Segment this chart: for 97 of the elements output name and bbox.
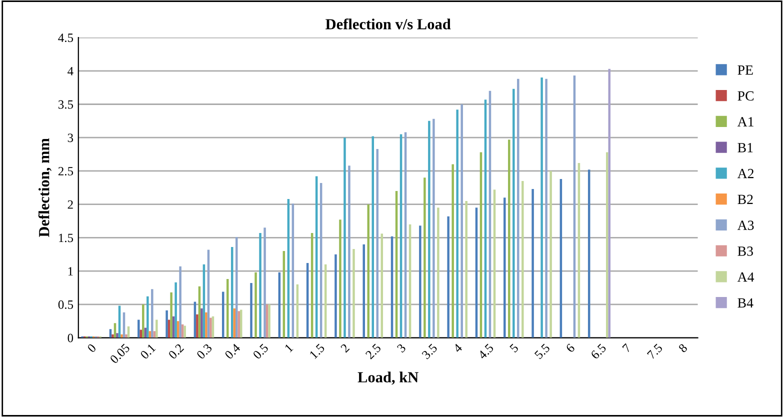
bar bbox=[120, 334, 123, 338]
y-tick-label: 1.5 bbox=[59, 234, 74, 242]
legend-label: PE bbox=[738, 66, 753, 75]
bar bbox=[179, 266, 182, 338]
bar bbox=[424, 178, 426, 338]
legend-label: B1 bbox=[738, 143, 753, 152]
bar bbox=[142, 304, 144, 338]
legend-label: A1 bbox=[737, 117, 754, 126]
x-tick-label: 8 bbox=[678, 343, 688, 353]
bar bbox=[460, 104, 463, 338]
y-tick-label: 4 bbox=[68, 67, 74, 76]
bar bbox=[166, 310, 168, 338]
x-tick-label: 7 bbox=[622, 343, 632, 353]
x-tick-label: 2 bbox=[340, 343, 350, 353]
bar bbox=[344, 138, 346, 338]
bar bbox=[138, 320, 140, 338]
bar bbox=[550, 170, 552, 338]
x-tick-label: 3 bbox=[396, 343, 406, 353]
x-tick-label: 5.5 bbox=[534, 343, 550, 360]
x-tick-label: 6 bbox=[566, 343, 576, 353]
bar bbox=[522, 180, 524, 338]
bar bbox=[205, 312, 208, 338]
bar bbox=[125, 334, 128, 338]
legend-label: A2 bbox=[737, 168, 754, 178]
bar bbox=[428, 120, 430, 338]
bar bbox=[250, 283, 252, 338]
x-tick-label: 0.5 bbox=[252, 343, 269, 360]
bar bbox=[196, 314, 198, 338]
y-axis-title: Deflection, mm bbox=[38, 138, 52, 238]
bar bbox=[264, 228, 266, 338]
legend-label: A3 bbox=[737, 220, 754, 230]
x-tick-label: 0.05 bbox=[109, 343, 130, 364]
bar bbox=[517, 78, 520, 338]
x-tick-label: 0.2 bbox=[168, 343, 184, 360]
legend-label: A4 bbox=[737, 272, 754, 282]
x-tick-label: 0 bbox=[86, 343, 97, 353]
x-tick-label: 7.5 bbox=[646, 343, 663, 360]
y-tick-label: 2.5 bbox=[58, 167, 74, 176]
y-tick-label: 0 bbox=[68, 334, 74, 342]
x-tick-label: 5 bbox=[509, 343, 519, 353]
x-tick-label: 0.4 bbox=[224, 343, 241, 360]
bar bbox=[419, 226, 422, 338]
legend-label: B3 bbox=[738, 246, 753, 256]
legend-label: PC bbox=[738, 91, 754, 101]
x-tick-label: 4.5 bbox=[478, 343, 494, 360]
bar bbox=[200, 308, 203, 338]
chart-title: Deflection v/s Load bbox=[326, 18, 451, 30]
bar bbox=[512, 88, 515, 338]
bar bbox=[156, 320, 158, 338]
bar bbox=[116, 333, 118, 338]
x-tick-label: 1.5 bbox=[309, 343, 326, 360]
bar bbox=[447, 216, 450, 338]
bar bbox=[254, 272, 257, 338]
bar bbox=[456, 110, 458, 338]
y-tick-label: 4.5 bbox=[58, 34, 74, 42]
bar bbox=[238, 311, 240, 338]
bar bbox=[210, 318, 212, 338]
y-tick-label: 0.5 bbox=[58, 300, 74, 309]
y-tick-label: 3 bbox=[68, 134, 74, 142]
bar bbox=[362, 244, 365, 338]
bar bbox=[504, 198, 506, 338]
bar bbox=[532, 188, 534, 338]
bar bbox=[352, 249, 355, 338]
bar bbox=[268, 304, 270, 338]
bar bbox=[170, 292, 172, 338]
bar bbox=[259, 233, 262, 338]
legend-label: B2 bbox=[738, 194, 753, 204]
x-tick-label: 0.1 bbox=[140, 343, 156, 360]
bar bbox=[334, 254, 337, 338]
y-tick-label: 1 bbox=[68, 267, 73, 276]
x-tick-label: 0.3 bbox=[196, 343, 213, 360]
bar bbox=[174, 282, 177, 338]
bar bbox=[184, 326, 186, 338]
x-tick-label: 3.5 bbox=[421, 343, 438, 360]
bar bbox=[348, 166, 350, 338]
bar bbox=[608, 68, 610, 338]
bar bbox=[151, 289, 154, 338]
bar bbox=[545, 78, 548, 338]
bar bbox=[540, 78, 543, 338]
bar bbox=[508, 140, 510, 338]
x-tick-label: 6.5 bbox=[590, 343, 607, 360]
y-tick-label: 2 bbox=[68, 200, 73, 209]
legend-label: B4 bbox=[738, 298, 754, 308]
bar bbox=[452, 164, 454, 338]
x-axis-title: Load, kN bbox=[358, 372, 418, 385]
bar bbox=[437, 208, 440, 338]
bar bbox=[367, 204, 370, 338]
bar bbox=[146, 296, 149, 338]
bar bbox=[112, 334, 114, 338]
bar bbox=[432, 118, 435, 338]
x-tick-label: 2.5 bbox=[365, 343, 382, 360]
y-tick-label: 3.5 bbox=[58, 100, 74, 109]
x-tick-label: 1 bbox=[284, 343, 294, 352]
bar bbox=[339, 220, 342, 338]
bar bbox=[233, 308, 236, 338]
x-tick-label: 4 bbox=[452, 343, 463, 354]
bar bbox=[465, 200, 468, 338]
